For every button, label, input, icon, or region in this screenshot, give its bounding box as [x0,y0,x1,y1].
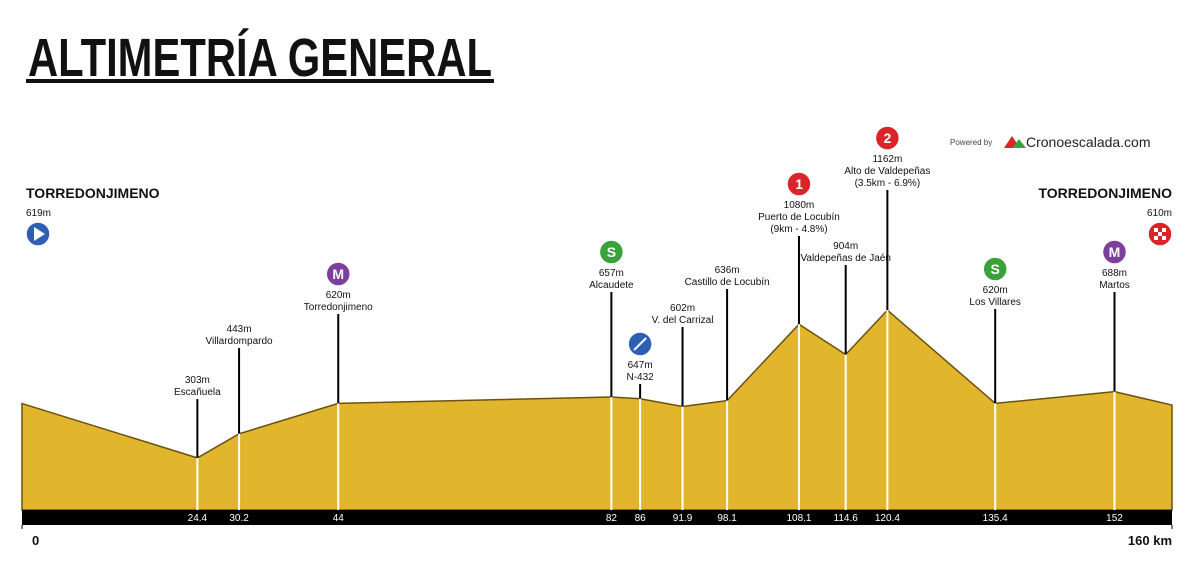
title-underline [26,79,494,83]
finish-icon [1162,236,1166,240]
waypoint-name: Villardompardo [206,336,274,347]
altitude-label: 620m [983,285,1008,296]
x-tick-label: 44 [333,513,345,524]
x-tick-label: 98.1 [717,513,737,524]
badge [982,256,1008,282]
badge [325,261,351,287]
altitude-label: 303m [185,375,210,386]
finish-icon [1158,232,1162,236]
x-tick-label: 120.4 [875,513,900,524]
badge-label: 1 [795,176,803,192]
chart-title: ALTIMETRÍA GENERAL [28,28,492,88]
x-tick-label: 30.2 [229,513,249,524]
badge [786,171,812,197]
x-tick-label: 114.6 [834,513,859,524]
altitude-label: 657m [599,268,624,279]
altitude-label: 904m [833,241,858,252]
finish-name: TORREDONJIMENO [1038,185,1172,201]
altitude-label: 647m [628,360,653,371]
waypoint-name: Torredonjimeno [304,302,373,313]
x-tick-label: 82 [606,513,618,524]
finish-icon [1154,236,1158,240]
x-tick-label: 108.1 [786,513,811,524]
waypoint-name: N-432 [627,372,655,383]
waypoint-name: Martos [1099,280,1130,291]
altitude-label: 1162m [872,154,902,165]
finish-icon [1162,228,1166,232]
x-tick-label: 86 [635,513,647,524]
finish-icon [1154,228,1158,232]
waypoint-note: (9km - 4.8%) [770,224,827,235]
waypoint-name: Los Villares [969,297,1021,308]
credit-logo [1012,139,1026,148]
waypoint-name: V. del Carrizal [652,315,714,326]
badge-label: S [991,261,1000,277]
x-tick-label: 135.4 [983,513,1008,524]
badge-label: 2 [883,130,891,146]
waypoint-name: Alcaudete [589,280,634,291]
badge [1101,239,1128,265]
altitude-label: 602m [670,303,695,314]
finish-altitude: 610m [1147,208,1172,219]
waypoint-name: Puerto de Locubín [758,212,840,223]
badge-label: M [1109,244,1121,260]
altitude-label: 688m [1102,268,1127,279]
x-tick-label: 152 [1106,513,1123,524]
badge-label: M [332,266,344,282]
badge [874,125,901,151]
badge-label: S [607,244,616,260]
badge [598,239,625,265]
start-altitude: 619m [26,208,51,219]
altitude-label: 636m [715,265,740,276]
waypoint-name: Castillo de Locubín [685,277,770,288]
altitude-label: 443m [227,324,252,335]
profile-area [21,309,1173,511]
credit: Cronoescalada.com [1026,134,1151,150]
distance-bar [22,510,1172,525]
start-icon [34,227,45,241]
badge-icon [633,337,647,351]
waypoint-name: Alto de Valdepeñas [844,166,930,177]
waypoint-note: (3.5km - 6.9%) [855,178,921,189]
start-name: TORREDONJIMENO [26,185,160,201]
waypoint-name: Escañuela [174,387,221,398]
altitude-label: 1080m [784,200,815,211]
waypoint-name: Valdepeñas de Jaén [800,253,890,264]
x-tick-label: 0 [32,533,39,548]
x-tick-label: 91.9 [673,513,693,524]
x-tick-label: 160 km [1128,533,1172,548]
credit-prefix: Powered by [950,138,992,147]
x-tick-label: 24.4 [188,513,208,524]
altitude-label: 620m [326,290,351,301]
